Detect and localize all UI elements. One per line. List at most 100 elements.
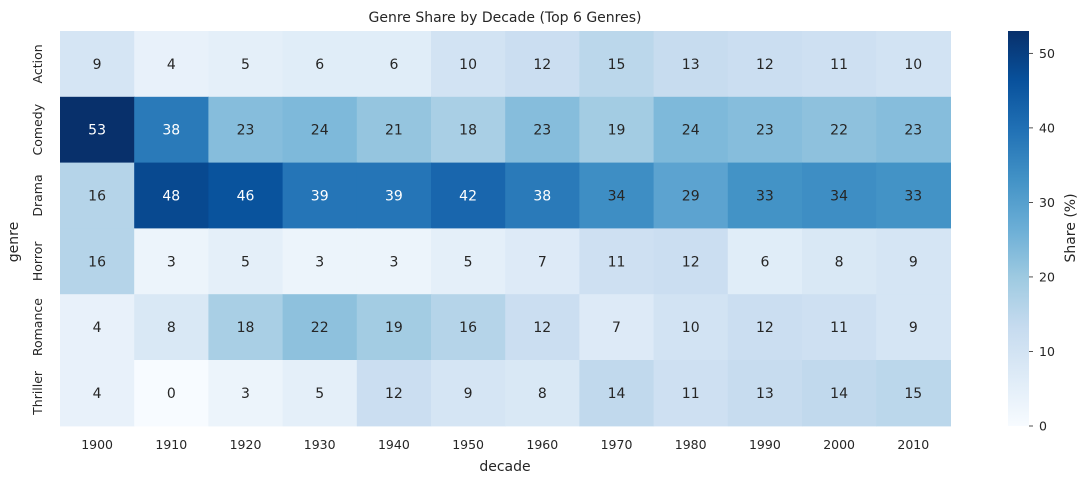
heatmap-cell: [208, 162, 284, 229]
cell-value-label: 38: [533, 189, 551, 205]
heatmap-cell: [60, 96, 135, 164]
heatmap-cell: [653, 228, 729, 295]
heatmap-cell: [60, 228, 135, 295]
cell-value-label: 42: [459, 189, 477, 205]
colorbar-tick-label: 10: [1039, 344, 1055, 359]
heatmap-cell: [876, 294, 951, 361]
heatmap-cell: [727, 96, 803, 164]
y-tick-label: Thriller: [30, 370, 45, 416]
cell-value-label: 9: [93, 57, 102, 73]
heatmap-cell: [356, 228, 432, 295]
heatmap-cell: [208, 228, 284, 295]
heatmap-cell: [802, 31, 877, 98]
heatmap-cell: [431, 31, 506, 98]
cell-value-label: 9: [464, 386, 473, 402]
cell-value-label: 5: [315, 386, 324, 402]
cell-value-label: 34: [830, 189, 848, 205]
colorbar: [1008, 31, 1029, 426]
x-tick-label: 1980: [675, 437, 707, 452]
heatmap-cell: [431, 96, 506, 164]
heatmap-cell: [208, 96, 284, 164]
cell-value-label: 19: [385, 320, 403, 336]
cell-value-label: 7: [612, 320, 621, 336]
cell-value-label: 18: [459, 123, 477, 139]
heatmap-cell: [134, 31, 209, 98]
heatmap-cell: [653, 96, 729, 164]
heatmap-cell: [876, 162, 951, 229]
x-tick-label: 1910: [155, 437, 187, 452]
cell-value-label: 23: [533, 123, 551, 139]
heatmap-cell: [802, 360, 877, 427]
heatmap-cell: [208, 360, 284, 427]
colorbar-tick-label: 20: [1039, 269, 1055, 284]
heatmap-cell: [579, 31, 655, 98]
cell-value-label: 46: [237, 189, 255, 205]
heatmap-cell: [282, 162, 358, 229]
cell-value-label: 12: [385, 386, 403, 402]
heatmap-cell: [134, 162, 209, 229]
cell-value-label: 18: [237, 320, 255, 336]
heatmap-cell: [505, 96, 580, 164]
heatmap-cell: [431, 294, 506, 361]
cell-value-label: 12: [533, 57, 551, 73]
cell-value-label: 7: [538, 254, 547, 270]
x-tick-label: 1950: [452, 437, 484, 452]
heatmap-cell: [431, 162, 506, 229]
cell-value-label: 8: [835, 254, 844, 270]
heatmap-cell: [356, 31, 432, 98]
heatmap-cell: [60, 162, 135, 229]
cell-value-label: 14: [608, 386, 626, 402]
cell-value-label: 22: [830, 123, 848, 139]
cell-value-label: 33: [756, 189, 774, 205]
colorbar-tick-label: 30: [1039, 195, 1055, 210]
colorbar-ticks: 0 10 20 30 40 50: [1029, 46, 1055, 434]
heatmap-cell: [356, 360, 432, 427]
cell-value-label: 39: [385, 189, 403, 205]
heatmap-cell: [727, 360, 803, 427]
cell-value-label: 4: [167, 57, 176, 73]
cell-value-label: 4: [93, 320, 102, 336]
heatmap-cell: [431, 228, 506, 295]
heatmap-cell: [579, 96, 655, 164]
cell-value-label: 11: [608, 254, 626, 270]
heatmap-cell: [876, 228, 951, 295]
cell-value-label: 48: [162, 189, 180, 205]
cell-value-label: 23: [904, 123, 922, 139]
cell-value-label: 3: [241, 386, 250, 402]
cell-value-label: 19: [608, 123, 626, 139]
heatmap-cell: [282, 294, 358, 361]
heatmap-cell: [356, 294, 432, 361]
cell-value-label: 3: [389, 254, 398, 270]
y-tick-label: Action: [30, 44, 45, 83]
heatmap-cell: [282, 96, 358, 164]
heatmap-cell: [727, 294, 803, 361]
cell-value-label: 16: [88, 189, 106, 205]
heatmap-cell: [876, 96, 951, 164]
cell-value-label: 6: [389, 57, 398, 73]
x-tick-label: 1960: [526, 437, 558, 452]
heatmap-cell: [134, 360, 209, 427]
heatmap-cell: [579, 162, 655, 229]
cell-value-label: 34: [608, 189, 626, 205]
cell-value-label: 8: [538, 386, 547, 402]
cell-value-label: 13: [682, 57, 700, 73]
cell-value-label: 23: [237, 123, 255, 139]
y-tick-label: Romance: [30, 298, 45, 356]
cell-value-label: 15: [608, 57, 626, 73]
heatmap-cell: [579, 228, 655, 295]
x-tick-label: 1920: [230, 437, 262, 452]
cell-value-label: 6: [315, 57, 324, 73]
heatmap-cell: [802, 162, 877, 229]
cell-value-label: 0: [167, 386, 176, 402]
heatmap-cell: [134, 96, 209, 164]
y-tick-label: Comedy: [30, 103, 45, 155]
x-tick-label: 1930: [304, 437, 336, 452]
x-axis-label: decade: [479, 459, 530, 475]
cell-value-label: 5: [464, 254, 473, 270]
heatmap-cell: [431, 360, 506, 427]
cell-value-label: 8: [167, 320, 176, 336]
cell-value-label: 33: [904, 189, 922, 205]
heatmap-cell: [802, 294, 877, 361]
